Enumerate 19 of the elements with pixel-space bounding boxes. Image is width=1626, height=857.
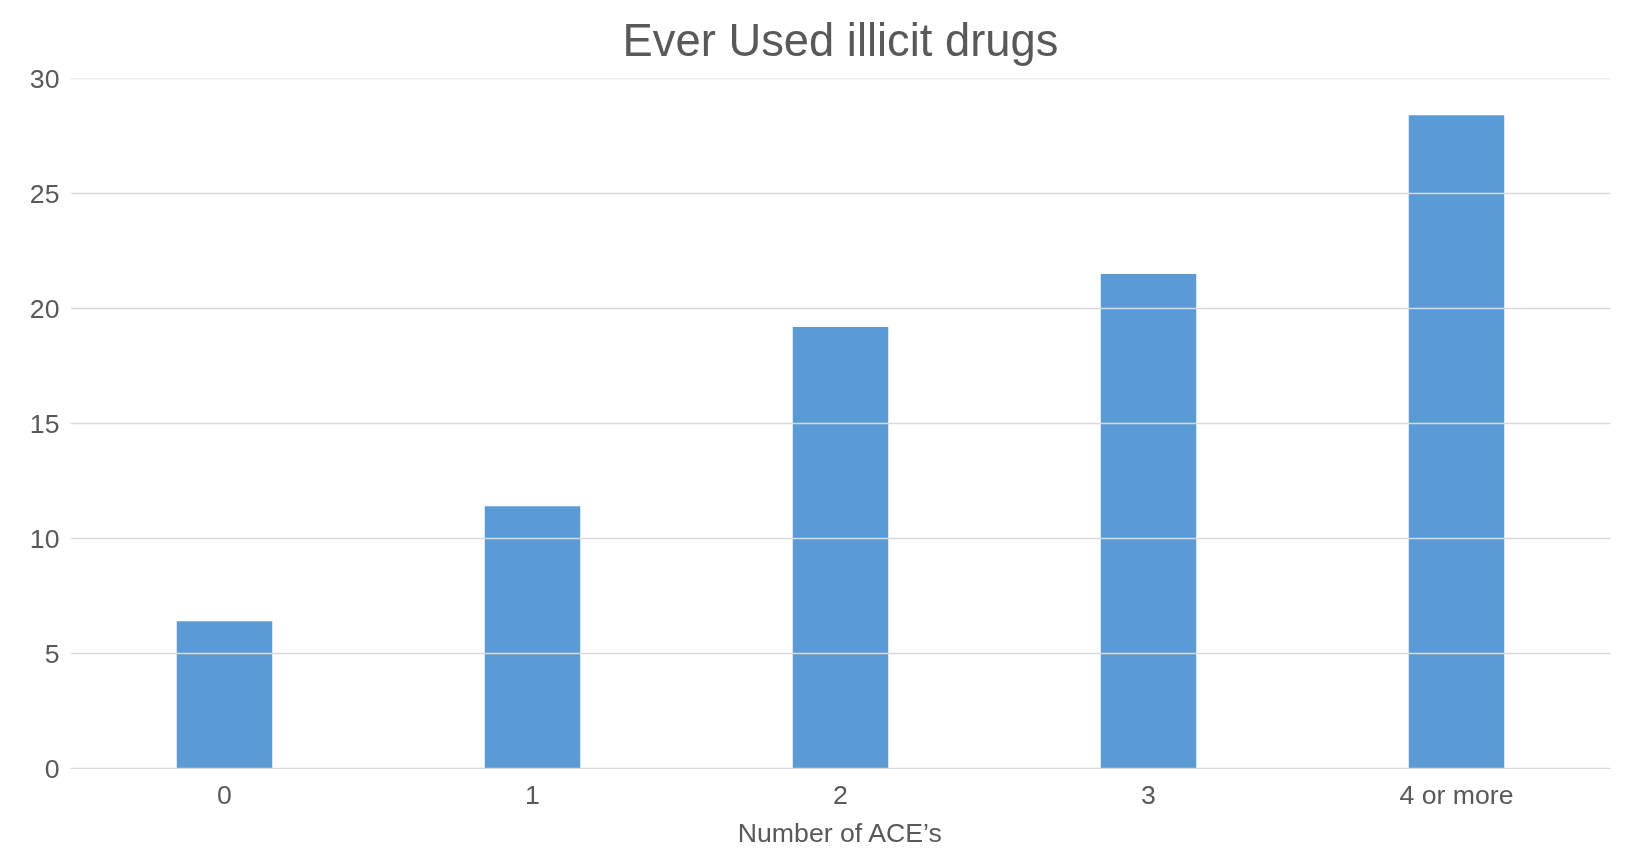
- y-tick-label: 15: [29, 408, 60, 439]
- chart-title: Ever Used illicit drugs: [622, 15, 1059, 66]
- y-tick-label: 10: [29, 523, 60, 554]
- x-tick-label: 4 or more: [1399, 779, 1514, 810]
- y-tick-label: 30: [29, 63, 60, 94]
- bar: [1408, 115, 1505, 769]
- x-tick-label: 3: [1141, 779, 1156, 810]
- x-tick-label: 0: [217, 779, 232, 810]
- x-tick-label: 2: [833, 779, 848, 810]
- y-tick-label: 25: [29, 178, 60, 209]
- bar: [176, 621, 273, 769]
- bar: [484, 506, 581, 769]
- x-axis-title: Number of ACE’s: [737, 817, 942, 848]
- bar: [792, 326, 889, 769]
- x-tick-label: 1: [525, 779, 540, 810]
- y-tick-label: 5: [44, 638, 60, 669]
- y-tick-label: 20: [29, 293, 60, 324]
- bar: [1100, 274, 1197, 769]
- y-tick-label: 0: [44, 753, 60, 784]
